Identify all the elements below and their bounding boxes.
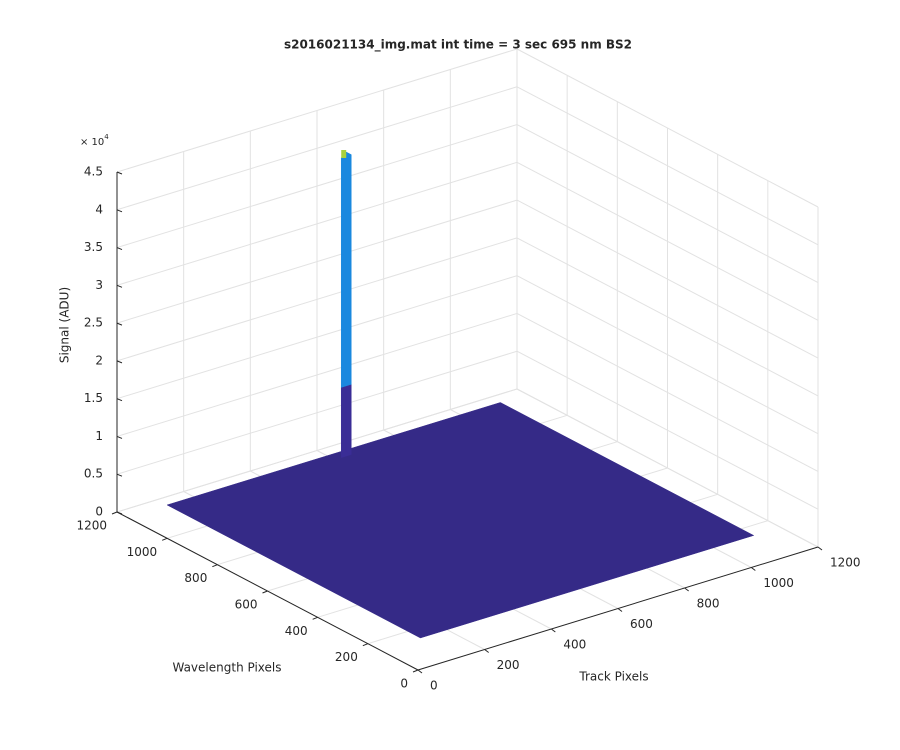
y-tick: [212, 564, 218, 568]
peak-upper-side: [345, 151, 352, 385]
z-tick-label: 4.5: [84, 165, 103, 179]
chart-title: s2016021134_img.mat int time = 3 sec 695…: [284, 38, 632, 53]
surface-floor: [166, 402, 755, 639]
x-tick-label: 600: [630, 617, 653, 631]
grid-line: [516, 275, 819, 435]
grid-line: [116, 275, 518, 400]
peak-lower-side: [345, 381, 352, 456]
x-tick: [417, 669, 423, 674]
grid-line: [116, 199, 518, 324]
grid-line: [516, 86, 819, 246]
grid-line: [516, 124, 819, 283]
z-tick-label: 3.5: [84, 240, 103, 254]
z-tick: [116, 247, 123, 251]
x-tick-label: 1200: [830, 556, 861, 570]
grid-line: [516, 350, 819, 510]
z-scale-label: × 104: [80, 133, 109, 148]
z-tick: [116, 209, 123, 213]
grid-line: [116, 161, 518, 286]
grid-line: [516, 313, 819, 472]
y-tick: [412, 669, 419, 673]
grid-line: [116, 312, 518, 437]
z-tick: [116, 473, 123, 477]
grid-line: [116, 350, 518, 475]
grid-line: [516, 48, 819, 208]
x-tick-label: 400: [563, 638, 586, 652]
z-tick: [116, 284, 123, 288]
x-axis-label: Track Pixels: [578, 670, 648, 684]
x-tick-label: 0: [430, 679, 438, 693]
x-tick: [684, 587, 689, 592]
y-tick: [262, 590, 268, 594]
y-tick-label: 1000: [127, 545, 158, 559]
grid-line: [516, 388, 819, 548]
z-tick-label: 4: [95, 202, 103, 216]
z-tick: [116, 360, 123, 364]
x-tick: [484, 649, 489, 653]
x-tick-label: 1000: [763, 576, 794, 590]
grid-line: [116, 237, 518, 362]
y-tick-label: 400: [285, 624, 308, 638]
y-tick: [111, 511, 118, 515]
z-tick-label: 3: [95, 278, 103, 292]
z-tick: [116, 322, 123, 326]
x-tick-label: 200: [497, 658, 520, 672]
y-tick-label: 800: [184, 571, 207, 585]
z-scale-base: × 10: [80, 137, 104, 148]
peak-top: [341, 150, 347, 159]
grid-line: [516, 199, 819, 359]
y-tick: [161, 537, 168, 541]
y-tick-label: 600: [235, 598, 258, 612]
y-axis-label: Wavelength Pixels: [172, 661, 281, 675]
z-scale-exponent: 4: [104, 133, 109, 141]
grid-line: [516, 237, 819, 397]
x-tick: [751, 567, 756, 571]
z-tick-label: 1: [95, 429, 103, 443]
x-tick: [617, 608, 623, 612]
z-tick: [116, 511, 123, 515]
grid-line: [116, 86, 518, 211]
z-axis-label: Signal (ADU): [58, 287, 72, 363]
z-tick: [116, 435, 123, 439]
y-tick-label: 1200: [76, 519, 107, 533]
y-tick-label: 0: [400, 677, 408, 691]
z-tick-label: 2.5: [84, 316, 103, 330]
y-tick: [312, 616, 318, 620]
z-tick: [116, 171, 123, 175]
grid-line: [116, 124, 518, 249]
y-tick-label: 200: [335, 650, 358, 664]
grid-line: [116, 48, 518, 173]
x-tick: [551, 628, 556, 633]
z-tick-label: 2: [95, 353, 103, 367]
z-tick-label: 0.5: [84, 467, 103, 481]
grid-line: [516, 161, 819, 321]
grid-line: [116, 388, 518, 513]
y-tick: [362, 643, 369, 647]
z-tick-label: 1.5: [84, 391, 103, 405]
z-tick-label: 0: [95, 505, 103, 519]
x-tick: [817, 546, 823, 551]
z-tick: [116, 398, 123, 402]
x-tick-label: 800: [697, 597, 720, 611]
